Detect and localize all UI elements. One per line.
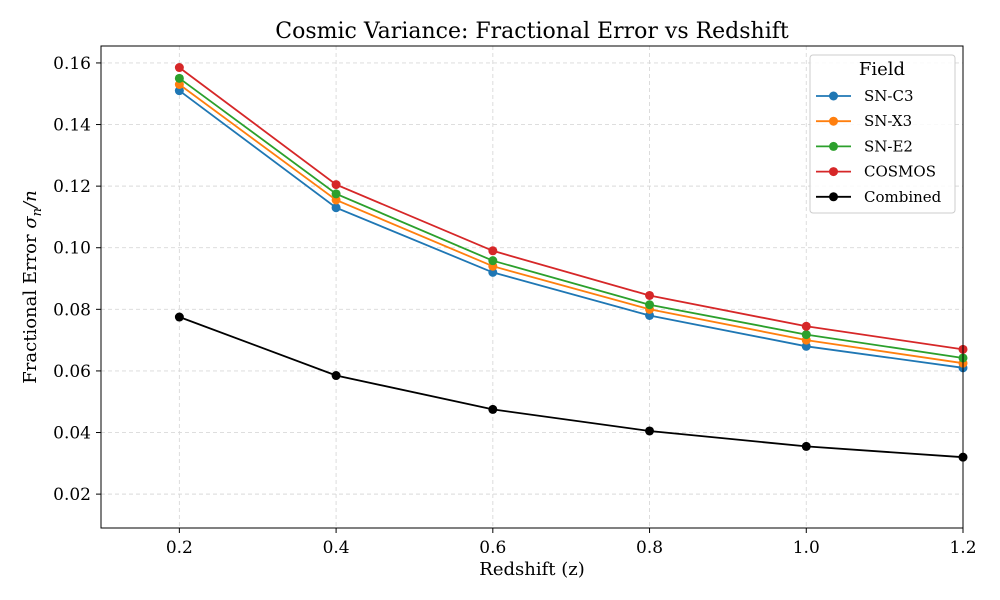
y-tick-label: 0.12: [53, 177, 91, 197]
legend-marker-cosmos: [829, 167, 838, 177]
y-tick-label: 0.02: [53, 485, 91, 505]
y-tick-label: 0.16: [53, 54, 91, 74]
y-tick-label: 0.14: [53, 116, 91, 136]
legend-item-combined: Combined: [816, 188, 942, 206]
y-axis-label-subscript: n: [30, 208, 45, 216]
data-point-cosmos: [801, 321, 811, 331]
legend-item-sn-c3: SN-C3: [816, 87, 914, 105]
legend-marker-combined: [829, 192, 838, 202]
legend-item-sn-e2: SN-E2: [816, 137, 913, 155]
x-tick-label: 0.8: [636, 538, 663, 558]
data-point-sn-e2: [488, 256, 498, 266]
y-tick-label: 0.08: [53, 300, 91, 320]
data-point-combined: [645, 426, 655, 436]
legend: Field SN-C3 SN-X3 SN-E2 COSMOS Combined: [809, 54, 956, 214]
series-line-sn-x3: [178, 83, 964, 365]
data-point-sn-x3: [331, 195, 341, 205]
data-point-sn-c3: [174, 86, 184, 96]
series-line-sn-c3: [178, 89, 964, 369]
y-tick-label: 0.10: [53, 239, 91, 259]
y-tick-label: 0.06: [53, 362, 91, 382]
data-point-sn-c3: [801, 341, 811, 351]
legend-marker-sn-x3: [829, 116, 838, 126]
x-tick-label: 1.2: [949, 538, 976, 558]
y-axis-label-main: Fractional Error: [20, 229, 41, 384]
legend-label-sn-e2: SN-E2: [864, 137, 913, 155]
y-axis-label: Fractional Error σn/n: [20, 190, 45, 383]
legend-title: Field: [859, 59, 905, 80]
series-line-combined: [179, 316, 964, 459]
data-point-sn-c3: [645, 310, 655, 320]
data-point-sn-c3: [488, 267, 498, 277]
data-point-cosmos: [331, 180, 341, 190]
data-point-combined: [331, 371, 341, 381]
legend-item-sn-x3: SN-X3: [816, 112, 912, 130]
x-axis-label: Redshift (z): [479, 559, 584, 580]
legend-label-sn-x3: SN-X3: [864, 112, 912, 130]
x-tick-label: 1.0: [793, 538, 820, 558]
legend-label-cosmos: COSMOS: [864, 163, 936, 181]
y-axis-label-tail: /n: [20, 190, 41, 210]
data-point-combined: [174, 312, 184, 322]
series-cosmos: [174, 63, 968, 354]
series-line-cosmos: [178, 66, 964, 351]
series-combined: [174, 312, 968, 462]
x-tick-label: 0.4: [323, 538, 350, 558]
series-sn-c3: [174, 86, 968, 373]
x-tick-label: 0.6: [479, 538, 506, 558]
data-point-cosmos: [645, 290, 655, 300]
data-point-sn-e2: [801, 330, 811, 340]
legend-label-sn-c3: SN-C3: [864, 87, 914, 105]
legend-items: SN-C3 SN-X3 SN-E2 COSMOS Combined: [816, 87, 942, 206]
data-point-cosmos: [488, 246, 498, 256]
legend-label-combined: Combined: [864, 188, 942, 206]
data-point-sn-e2: [645, 300, 655, 310]
data-point-combined: [488, 404, 498, 414]
series-layer: [174, 63, 968, 462]
x-tick-label: 0.2: [166, 538, 193, 558]
plot-frame: [100, 45, 964, 529]
legend-item-cosmos: COSMOS: [816, 163, 936, 181]
data-point-combined: [801, 441, 811, 451]
chart-title: Cosmic Variance: Fractional Error vs Red…: [275, 19, 789, 44]
data-point-cosmos: [174, 63, 184, 73]
legend-marker-sn-e2: [829, 141, 838, 151]
data-point-sn-e2: [331, 189, 341, 199]
series-line-sn-e2: [178, 77, 964, 359]
legend-box: [809, 54, 956, 214]
data-point-sn-x3: [174, 79, 184, 89]
data-point-sn-c3: [331, 203, 341, 213]
y-axis-ticks: 0.02 0.04 0.06 0.08 0.10 0.12 0.14 0.16: [53, 54, 101, 505]
series-sn-e2: [174, 73, 968, 363]
data-point-sn-e2: [174, 73, 184, 83]
y-axis-label-sigma: σ: [20, 216, 41, 229]
legend-marker-sn-c3: [829, 91, 838, 101]
x-axis-ticks: 0.2 0.4 0.6 0.8 1.0 1.2: [166, 528, 977, 558]
y-tick-label: 0.04: [53, 424, 91, 444]
